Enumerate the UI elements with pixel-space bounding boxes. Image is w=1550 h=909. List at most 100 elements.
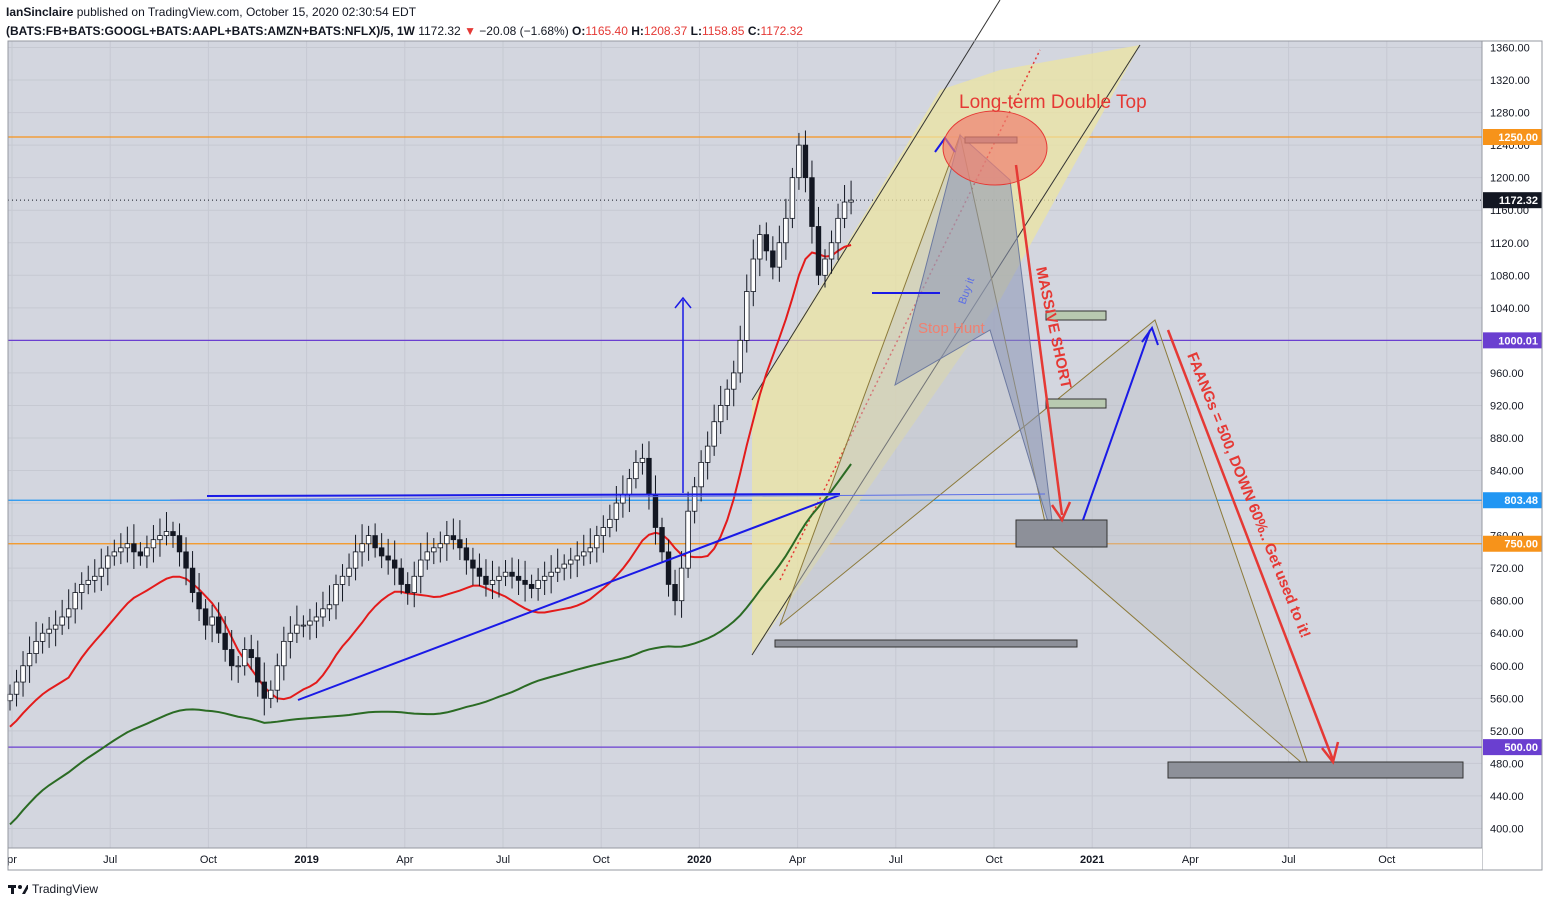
candle-down — [672, 584, 678, 602]
faang-arrow-shaft[interactable] — [1166, 329, 1335, 761]
candle-down — [770, 250, 776, 268]
candle-down — [522, 579, 528, 585]
price-tick-label: 520.00 — [1490, 726, 1524, 738]
candle-up — [352, 551, 359, 569]
price-tick-label: 400.00 — [1490, 823, 1524, 835]
candle-up — [39, 632, 46, 642]
box-1040[interactable] — [1045, 310, 1107, 321]
time-tick-label: Jul — [1282, 854, 1296, 866]
candle-up — [46, 628, 52, 634]
tradingview-logo-icon — [8, 885, 28, 894]
candle-up — [496, 575, 502, 581]
author-name[interactable]: IanSinclaire — [6, 5, 74, 19]
annotation-double-top[interactable]: Long-term Double Top — [959, 92, 1147, 113]
price-label-bg — [1483, 128, 1542, 145]
bounce-arrow-shaft[interactable] — [1082, 329, 1151, 521]
price-label-text: 1172.32 — [1499, 195, 1538, 207]
candle-down — [763, 234, 770, 252]
candle-up — [535, 579, 541, 589]
candle-up — [209, 616, 215, 626]
candle-down — [131, 543, 137, 553]
candle-up — [678, 567, 685, 602]
candle-up — [639, 457, 646, 463]
candle-up — [828, 242, 835, 260]
price-tick-label: 1280.00 — [1490, 108, 1530, 120]
candle-up — [757, 234, 763, 260]
price-tick-label: 720.00 — [1490, 563, 1524, 575]
candle-up — [124, 543, 131, 549]
candle-down — [372, 535, 378, 549]
time-tick-label: Jul — [496, 854, 510, 866]
annotation-stop-hunt[interactable]: Stop Hunt — [918, 320, 986, 337]
trendline-blue[interactable] — [297, 494, 841, 701]
candle-up — [835, 217, 841, 244]
candle-down — [646, 457, 652, 496]
candle-down — [170, 531, 176, 537]
box-920[interactable] — [1045, 398, 1107, 409]
time-tick-label: pr — [7, 854, 17, 866]
candle-up — [424, 551, 430, 561]
candle-up — [554, 567, 561, 573]
price-axis[interactable] — [1482, 41, 1542, 870]
candle-up — [561, 563, 567, 569]
candle-up — [105, 555, 111, 569]
candle-down — [405, 584, 411, 593]
change-down-icon: ▼ — [464, 24, 476, 38]
candle-up — [711, 421, 717, 447]
candle-up — [346, 567, 352, 577]
candle-down — [183, 551, 189, 569]
symbol-label: (BATS:FB+BATS:GOOGL+BATS:AAPL+BATS:AMZN+… — [6, 24, 415, 38]
target-box-480[interactable] — [1167, 761, 1464, 779]
candle-up — [92, 575, 98, 581]
time-axis[interactable] — [8, 848, 1482, 870]
price-tick-label: 1320.00 — [1490, 75, 1530, 87]
candle-up — [111, 551, 118, 557]
time-tick-label: Oct — [593, 854, 610, 866]
price-labels: 1250.00 1172.32 1000.01 803.48 750.00 500.00 — [1483, 128, 1542, 756]
candle-up — [333, 584, 339, 606]
candle-up — [268, 689, 274, 699]
support-box-640[interactable] — [774, 639, 1078, 648]
price-label-bg — [1483, 535, 1542, 552]
candle-up — [431, 547, 437, 553]
price-tick-label: 1080.00 — [1490, 270, 1530, 282]
candle-up — [587, 547, 593, 553]
bounce-arrow-icon — [1141, 325, 1159, 346]
footer-brand[interactable]: TradingView — [32, 882, 99, 896]
double-top-ellipse[interactable] — [942, 110, 1048, 186]
candle-up — [235, 665, 241, 668]
price-tick-label: 840.00 — [1490, 466, 1524, 478]
candle-up — [300, 624, 307, 627]
target-box-750[interactable] — [1015, 519, 1108, 548]
last-price: 1172.32 — [418, 24, 461, 38]
price-tick-label: 680.00 — [1490, 596, 1524, 608]
candle-down — [470, 559, 476, 569]
price-label-text: 750.00 — [1504, 539, 1538, 551]
candle-up — [150, 539, 157, 549]
channel-upper-line[interactable] — [751, 0, 1001, 401]
candle-up — [704, 445, 711, 463]
candle-up — [20, 665, 26, 683]
harmonic-pattern-small[interactable] — [894, 134, 1056, 546]
candle-down — [248, 649, 254, 659]
candle-down — [391, 559, 398, 569]
candle-down — [802, 144, 809, 179]
horizontal-levels — [8, 136, 1482, 748]
short-arrow-shaft[interactable] — [1014, 164, 1064, 516]
candle-down — [450, 535, 457, 541]
candle-down — [528, 584, 535, 589]
candle-up — [65, 608, 72, 618]
ma-red-line — [9, 244, 852, 728]
neckline-thin[interactable] — [169, 493, 1046, 501]
candle-down — [463, 547, 470, 561]
candle-up — [717, 405, 724, 423]
candle-down — [457, 539, 463, 549]
candle-down — [815, 226, 822, 276]
publish-line: IanSinclaire published on TradingView.co… — [6, 3, 1206, 22]
candle-up — [118, 547, 124, 553]
candle-up — [841, 201, 848, 219]
candle-up — [98, 567, 104, 577]
neckline-blue[interactable] — [206, 493, 841, 497]
time-tick-label: 2021 — [1080, 854, 1104, 866]
